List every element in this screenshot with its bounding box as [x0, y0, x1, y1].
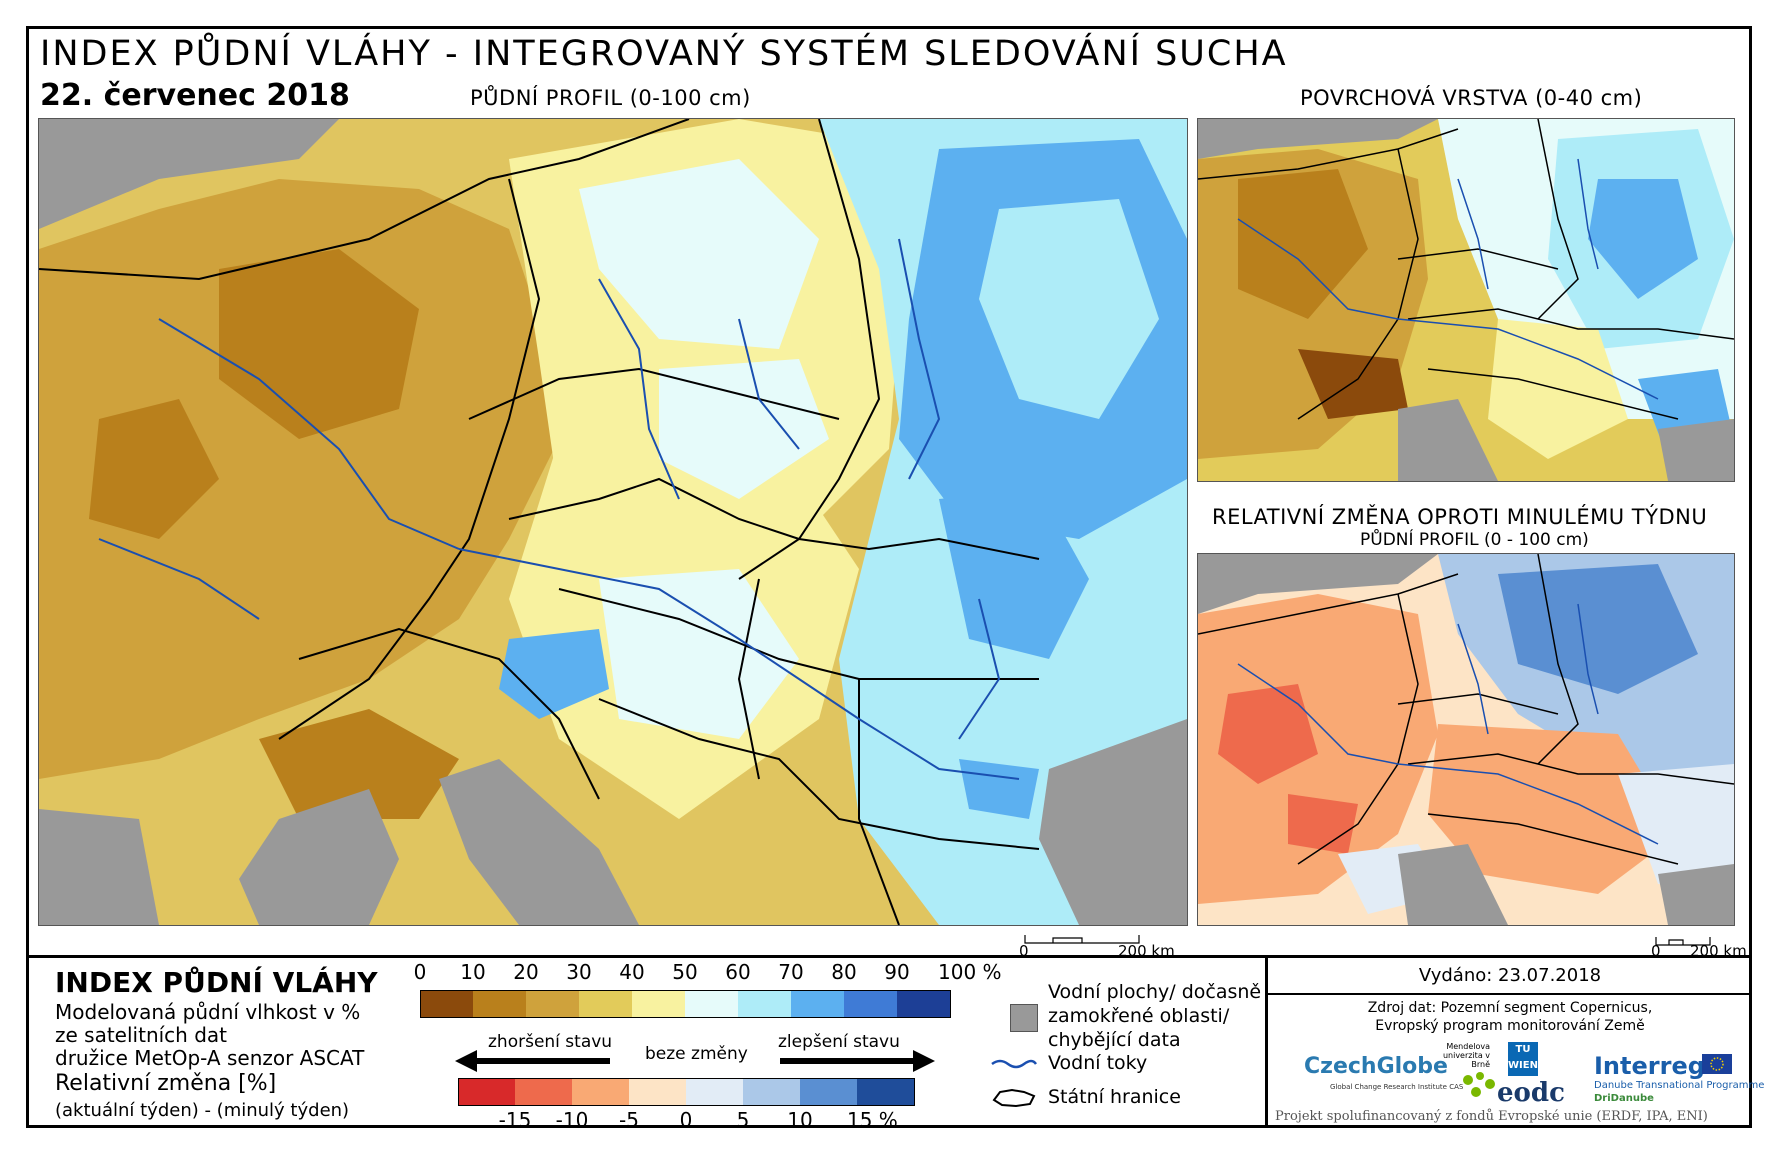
interreg-logo: Interreg	[1594, 1052, 1705, 1080]
index-tick-label: 10	[460, 960, 486, 984]
eodc-logo: eodc	[1497, 1078, 1565, 1108]
mendel-logo: Mendelova univerzita v Brně	[1442, 1042, 1490, 1069]
surface-map-label: POVRCHOVÁ VRSTVA (0-40 cm)	[1300, 86, 1643, 110]
info-divider	[1265, 955, 1268, 1128]
change-swatch	[629, 1078, 687, 1106]
eu-flag-icon	[1702, 1054, 1732, 1074]
index-swatch	[738, 990, 792, 1018]
change-tick-label: 5	[736, 1108, 750, 1132]
change-arrows-graphic	[455, 1050, 935, 1072]
change-map-label: RELATIVNÍ ZMĚNA OPROTI MINULÉMU TÝDNU	[1212, 505, 1708, 529]
change-scalebar-start: 0	[1651, 942, 1661, 960]
index-tick-label: 60	[725, 960, 751, 984]
main-map-graphic	[39, 119, 1187, 925]
surface-layer-map	[1197, 118, 1735, 482]
index-swatch	[685, 990, 739, 1018]
tu-wien-logo: TU WIEN	[1508, 1042, 1538, 1076]
eu-flag-graphic	[1710, 1057, 1724, 1071]
index-tick-label: 40	[619, 960, 645, 984]
index-swatch	[844, 990, 898, 1018]
change-tick-label: -15	[498, 1108, 532, 1132]
index-tick-label: 100 %	[938, 960, 1002, 984]
change-tick-label: 0	[679, 1108, 693, 1132]
main-map-label: PŮDNÍ PROFIL (0-100 cm)	[470, 86, 751, 110]
legend-desc-1: Modelovaná půdní vlhkost v %	[55, 1000, 361, 1024]
water-bodies-swatch	[1010, 1004, 1038, 1032]
map-date: 22. červenec 2018	[40, 78, 350, 113]
change-scalebar-graphic	[1655, 937, 1711, 946]
index-tick-label: 70	[778, 960, 804, 984]
change-tick-label: 15 %	[847, 1108, 898, 1132]
czechglobe-logo-sub: Global Change Research Institute CAS	[1330, 1083, 1464, 1091]
river-key-graphic	[991, 1059, 1038, 1069]
index-tick-label: 90	[884, 960, 910, 984]
map-frame	[26, 26, 1752, 1128]
arrow-none-label: beze změny	[645, 1044, 748, 1064]
change-scalebar	[1655, 932, 1711, 946]
mendel-logo-dots	[1460, 1070, 1500, 1100]
main-scalebar	[1024, 930, 1140, 944]
main-soil-moisture-map	[38, 118, 1188, 926]
interreg-logo-sub-2: DriDanube	[1594, 1093, 1654, 1104]
change-swatch	[572, 1078, 630, 1106]
change-map-graphic	[1198, 554, 1734, 925]
issued-date: Vydáno: 23.07.2018	[1418, 965, 1602, 986]
issued-divider	[1265, 993, 1752, 995]
index-swatch	[579, 990, 633, 1018]
change-swatch	[515, 1078, 573, 1106]
source-line-1: Zdroj dat: Pozemní segment Copernicus,	[1367, 1000, 1653, 1016]
index-tick-label: 30	[566, 960, 592, 984]
arrow-worse-label: zhoršení stavu	[488, 1032, 613, 1052]
legend-desc-2: ze satelitních dat	[55, 1023, 227, 1047]
rivers-key: Vodní toky	[1048, 1052, 1148, 1074]
border-key-graphic	[992, 1088, 1036, 1108]
page-title: INDEX PŮDNÍ VLÁHY - INTEGROVANÝ SYSTÉM S…	[40, 34, 1288, 74]
legend-desc-3: družice MetOp-A senzor ASCAT	[55, 1046, 365, 1070]
surface-map-graphic	[1198, 119, 1734, 481]
interreg-logo-sub-1: Danube Transnational Programme	[1594, 1080, 1765, 1091]
index-tick-label: 50	[672, 960, 698, 984]
change-swatch	[743, 1078, 801, 1106]
legend-title: INDEX PŮDNÍ VLÁHY	[55, 966, 378, 999]
index-swatch	[420, 990, 475, 1018]
legend-divider	[26, 955, 1752, 958]
change-tick-label: 10	[787, 1108, 813, 1132]
czechglobe-logo: CzechGlobe	[1304, 1054, 1448, 1079]
index-swatch	[897, 990, 951, 1018]
main-scalebar-graphic	[1024, 935, 1140, 944]
river-key-icon	[990, 1056, 1038, 1072]
index-swatch	[632, 990, 686, 1018]
change-arrows	[455, 1048, 935, 1074]
change-swatch	[800, 1078, 858, 1106]
change-swatch	[686, 1078, 744, 1106]
index-tick-label: 0	[413, 960, 427, 984]
change-swatch	[458, 1078, 517, 1106]
border-key-icon	[990, 1086, 1038, 1108]
water-bodies-key: Vodní plochy/ dočasně zamokřené oblasti/…	[1048, 981, 1262, 1051]
change-legend-title: Relativní změna [%]	[55, 1071, 277, 1096]
index-tick-label: 80	[831, 960, 857, 984]
change-tick-label: -10	[555, 1108, 589, 1132]
change-map-sublabel: PŮDNÍ PROFIL (0 - 100 cm)	[1360, 530, 1589, 550]
change-tick-label: -5	[619, 1108, 639, 1132]
relative-change-map	[1197, 553, 1735, 926]
borders-key: Státní hranice	[1048, 1086, 1181, 1108]
change-legend-desc: (aktuální týden) - (minulý týden)	[55, 1100, 350, 1121]
source-line-2: Evropský program monitorování Země	[1375, 1018, 1645, 1034]
main-scalebar-start: 0	[1019, 942, 1029, 960]
index-swatch	[791, 990, 845, 1018]
index-swatch	[526, 990, 580, 1018]
mendel-dots-graphic	[1463, 1072, 1495, 1097]
change-swatch	[857, 1078, 915, 1106]
index-swatch	[473, 990, 527, 1018]
cofunding-footer: Projekt spolufinancovaný z fondů Evropsk…	[1275, 1109, 1708, 1124]
index-tick-label: 20	[513, 960, 539, 984]
arrow-better-label: zlepšení stavu	[778, 1032, 900, 1052]
